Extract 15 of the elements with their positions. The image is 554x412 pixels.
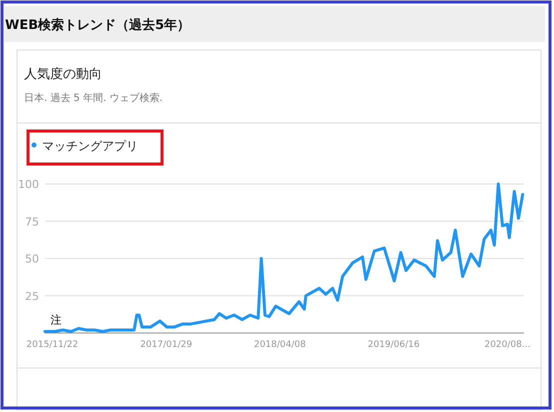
text: 日本. 過去 5 年間. ウェブ検索. bbox=[24, 92, 163, 104]
x-tick-label: 2020/08... bbox=[484, 340, 530, 350]
y-tick-label: 50 bbox=[25, 252, 39, 266]
y-tick-label: 25 bbox=[25, 290, 39, 303]
x-tick-label: 2018/04/08 bbox=[254, 340, 306, 350]
x-tick-label: 2015/11/22 bbox=[26, 340, 78, 350]
annotation: 注 bbox=[50, 314, 62, 327]
x-tick-label: 2019/06/16 bbox=[368, 340, 420, 350]
x-tick-label: 2017/01/29 bbox=[140, 340, 192, 350]
chart-title: WEB検索トレンド（過去5年） bbox=[5, 17, 190, 33]
y-tick-label: 75 bbox=[25, 215, 39, 228]
legend-label: マッチングアプリ bbox=[42, 139, 138, 153]
y-tick-label: 100 bbox=[18, 178, 39, 191]
chart-subtitle: 人気度の動向 bbox=[24, 66, 102, 82]
line-series bbox=[44, 182, 524, 334]
